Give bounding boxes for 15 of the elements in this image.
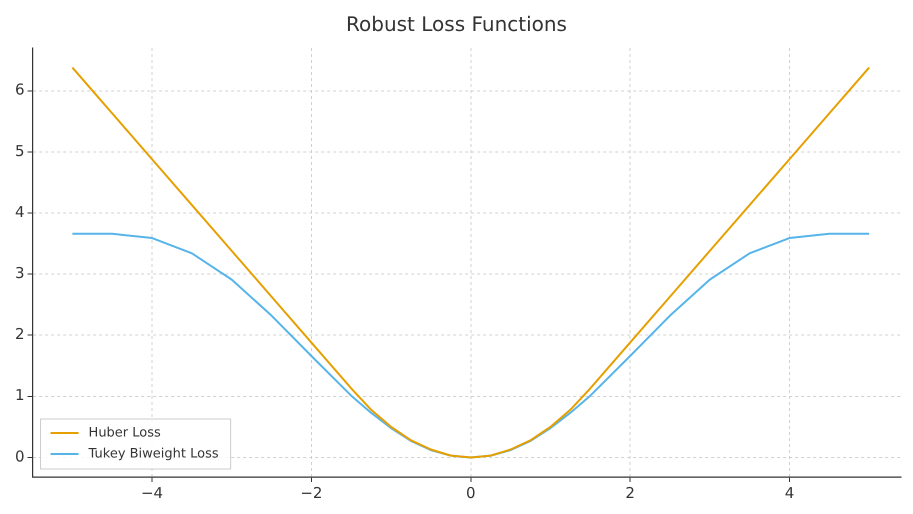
legend-label: Tukey Biweight Loss [88, 446, 219, 462]
x-tick-label: 4 [784, 484, 794, 502]
x-tick-label: 0 [466, 484, 476, 502]
x-tick-label: −2 [300, 484, 322, 502]
y-tick-label: 2 [14, 325, 25, 344]
y-tick-label: 6 [14, 80, 25, 99]
y-tick-label: 5 [14, 142, 25, 160]
y-tick-label: 0 [14, 447, 25, 466]
y-tick-label: 1 [14, 386, 25, 404]
x-tick-label: −4 [140, 484, 164, 502]
x-tick-label: 2 [625, 484, 635, 502]
y-tick-label: 4 [14, 202, 25, 221]
y-tick-label: 3 [14, 264, 25, 282]
chart-title: Robust Loss Functions [346, 12, 567, 36]
legend-label: Huber Loss [88, 425, 162, 440]
